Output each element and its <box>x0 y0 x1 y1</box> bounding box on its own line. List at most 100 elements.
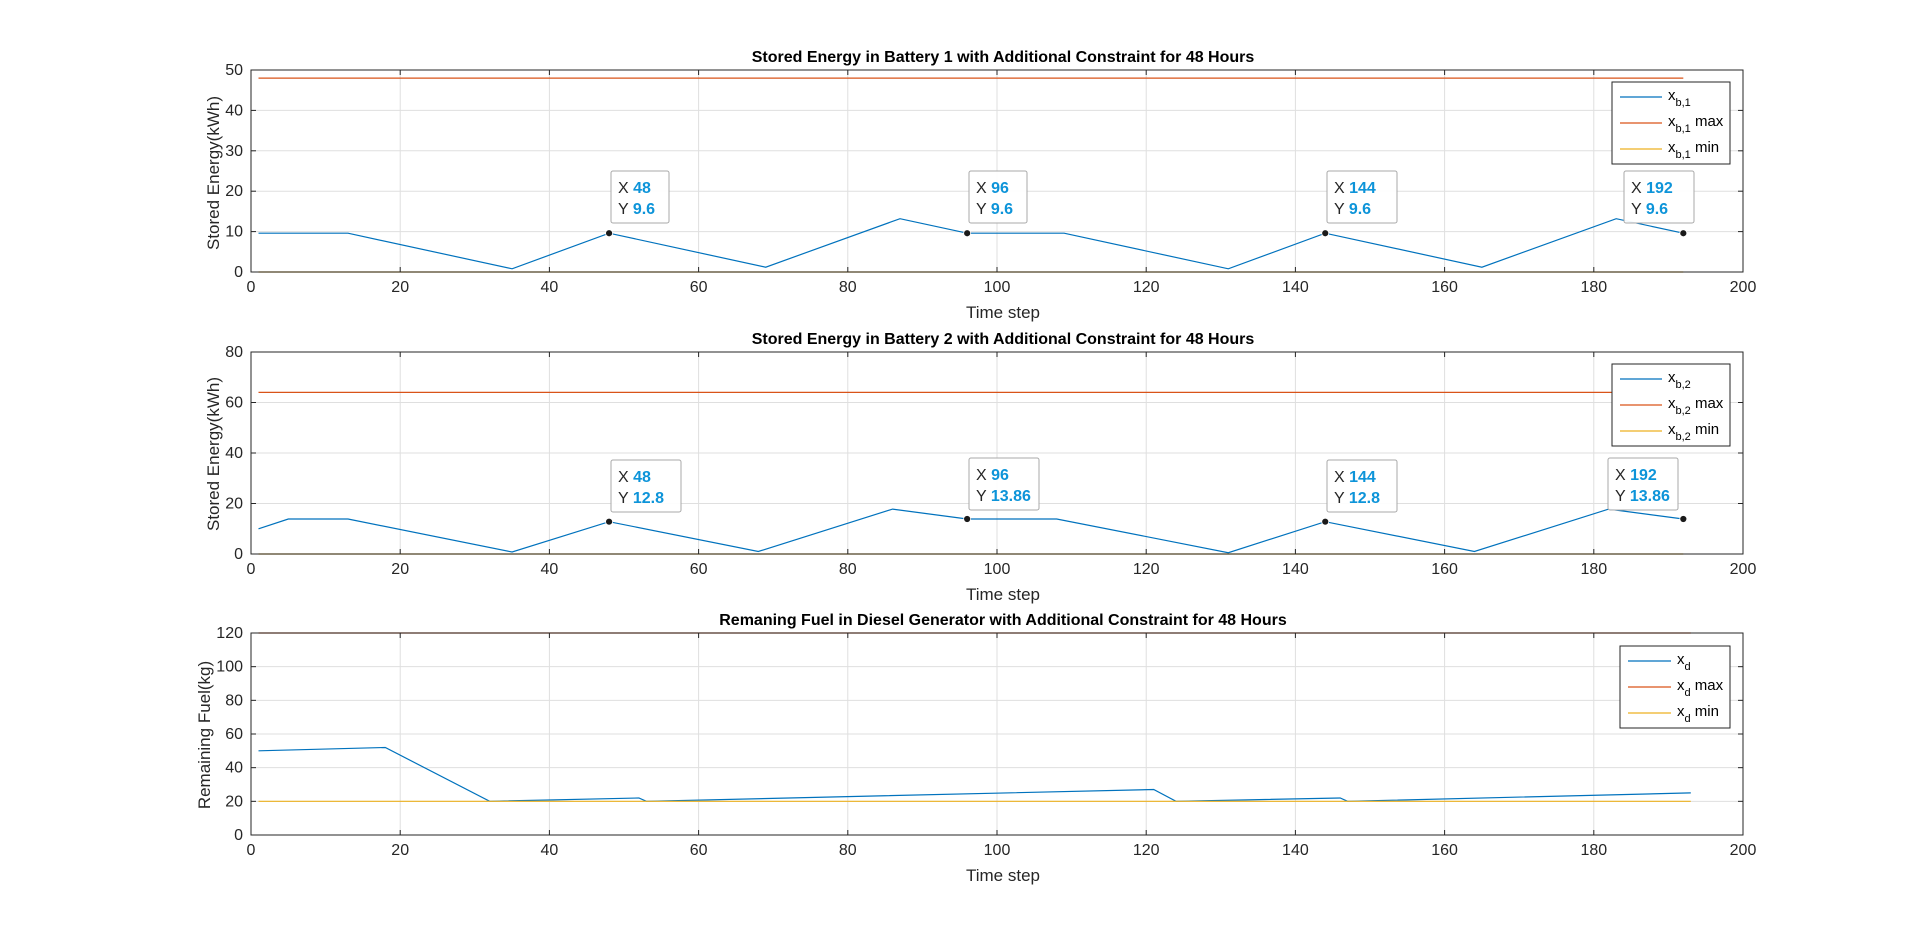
datatip-x: X 192 <box>1631 180 1673 197</box>
y-tick-label: 20 <box>225 183 243 200</box>
diesel-fuel-chart: 0 20 40 60 80 100 120 140 160 180 200 0 20 40 60 80 100 1… <box>195 612 1756 885</box>
x-tick-label: 160 <box>1431 279 1458 296</box>
battery-1-chart: 0 20 40 60 80 100 120 140 160 180 200 0 10 20 30 40 50 S… <box>204 49 1756 322</box>
x-tick-label: 0 <box>247 842 256 859</box>
y-tick-label: 40 <box>225 760 243 777</box>
y-tick-label: 0 <box>234 264 243 281</box>
legend-entry: xb,1 <box>1668 87 1691 109</box>
datatip-y: Y 12.8 <box>618 490 664 507</box>
legend-entry: xb,1 max <box>1668 113 1724 135</box>
datatip-x: X 96 <box>976 467 1009 484</box>
x-tick-label: 160 <box>1431 561 1458 578</box>
datatip-y: Y 12.8 <box>1334 490 1380 507</box>
axes: 0 20 40 60 80 100 120 140 160 180 200 0 20 40 60 80 <box>225 344 1756 578</box>
datatip[interactable]: X 96 Y 9.6 <box>963 170 1028 238</box>
y-tick-label: 60 <box>225 395 243 412</box>
datatip-marker <box>1679 515 1688 523</box>
legend-entry: xb,2 <box>1668 369 1691 391</box>
datatip[interactable]: X 144 Y 12.8 <box>1321 459 1398 526</box>
x-tick-label: 180 <box>1580 561 1607 578</box>
datatip[interactable]: X 192 Y 9.6 <box>1623 170 1695 238</box>
y-tick-label: 20 <box>225 793 243 810</box>
x-tick-label: 20 <box>391 279 409 296</box>
x-axis-label: Time step <box>966 866 1040 885</box>
datatip[interactable]: X 48 Y 9.6 <box>605 170 670 238</box>
x-tick-label: 180 <box>1580 279 1607 296</box>
y-tick-label: 20 <box>225 496 243 513</box>
datatip-x: X 192 <box>1615 467 1657 484</box>
x-tick-label: 120 <box>1133 561 1160 578</box>
datatip[interactable]: X 192 Y 13.86 <box>1607 457 1688 523</box>
series-line-value <box>258 508 1684 554</box>
datatip[interactable]: X 48 Y 12.8 <box>605 459 682 526</box>
chart-title: Stored Energy in Battery 2 with Addition… <box>752 331 1255 348</box>
battery-2-chart: 0 20 40 60 80 100 120 140 160 180 200 0 20 40 60 80 Sto… <box>204 331 1756 604</box>
datatip-x: X 48 <box>618 180 651 197</box>
x-tick-label: 100 <box>984 842 1011 859</box>
datatip-box <box>1326 170 1398 224</box>
datatip-y: Y 9.6 <box>1334 201 1371 218</box>
x-tick-label: 60 <box>690 279 708 296</box>
x-tick-label: 80 <box>839 279 857 296</box>
datatip-y: Y 13.86 <box>976 488 1031 505</box>
x-tick-label: 60 <box>690 842 708 859</box>
x-tick-label: 20 <box>391 842 409 859</box>
y-tick-label: 50 <box>225 62 243 79</box>
x-tick-label: 200 <box>1730 842 1757 859</box>
datatip-x: X 144 <box>1334 469 1376 486</box>
x-tick-label: 60 <box>690 561 708 578</box>
x-tick-label: 180 <box>1580 842 1607 859</box>
y-tick-label: 40 <box>225 102 243 119</box>
y-tick-label: 60 <box>225 726 243 743</box>
datatip-marker <box>963 229 972 238</box>
datatip-y: Y 9.6 <box>618 201 655 218</box>
datatip-box <box>610 459 682 513</box>
legend-entry: xb,1 min <box>1668 139 1719 161</box>
x-tick-label: 80 <box>839 561 857 578</box>
x-tick-label: 100 <box>984 561 1011 578</box>
x-tick-label: 200 <box>1730 561 1757 578</box>
datatip-box <box>1607 457 1679 511</box>
datatip-x: X 48 <box>618 469 651 486</box>
datatip-y: Y 9.6 <box>976 201 1013 218</box>
legend: xb,1 xb,1 max xb,1 min <box>1611 81 1731 165</box>
x-tick-label: 120 <box>1133 842 1160 859</box>
datatip-box <box>610 170 670 224</box>
datatip[interactable]: X 144 Y 9.6 <box>1321 170 1398 238</box>
x-axis-label: Time step <box>966 585 1040 604</box>
axes: 0 20 40 60 80 100 120 140 160 180 200 0 10 20 30 40 50 <box>225 62 1756 296</box>
legend: xd xd max xd min <box>1619 645 1731 729</box>
y-tick-label: 0 <box>234 546 243 563</box>
x-tick-label: 20 <box>391 561 409 578</box>
x-tick-label: 100 <box>984 279 1011 296</box>
datatip-box <box>1326 459 1398 513</box>
x-tick-label: 40 <box>541 842 559 859</box>
axes: 0 20 40 60 80 100 120 140 160 180 200 0 20 40 60 80 100 1… <box>216 625 1756 859</box>
y-tick-label: 80 <box>225 692 243 709</box>
y-tick-label: 0 <box>234 827 243 844</box>
y-tick-label: 30 <box>225 143 243 160</box>
y-tick-label: 100 <box>216 659 243 676</box>
datatip-marker <box>1321 517 1330 526</box>
datatip-marker <box>963 515 972 523</box>
legend-entry: xb,2 min <box>1668 421 1719 443</box>
datatip-x: X 96 <box>976 180 1009 197</box>
y-axis-label: Remaining Fuel(kg) <box>195 661 214 809</box>
datatip-marker <box>1679 229 1688 238</box>
legend-entry: xd min <box>1677 703 1719 725</box>
datatip-box <box>968 457 1040 511</box>
datatip-marker <box>605 517 613 526</box>
legend: xb,2 xb,2 max xb,2 min <box>1611 363 1731 447</box>
datatip[interactable]: X 96 Y 13.86 <box>963 457 1040 523</box>
chart-title: Remaning Fuel in Diesel Generator with A… <box>719 612 1287 629</box>
chart-title: Stored Energy in Battery 1 with Addition… <box>752 49 1255 66</box>
legend-entry: xd max <box>1677 677 1724 699</box>
y-tick-label: 120 <box>216 625 243 642</box>
datatip-box <box>968 170 1028 224</box>
y-tick-label: 10 <box>225 224 243 241</box>
series-line-value <box>258 746 1691 802</box>
datatip-marker <box>605 229 613 238</box>
datatip-y: Y 13.86 <box>1615 488 1670 505</box>
x-tick-label: 40 <box>541 561 559 578</box>
datatip-y: Y 9.6 <box>1631 201 1668 218</box>
